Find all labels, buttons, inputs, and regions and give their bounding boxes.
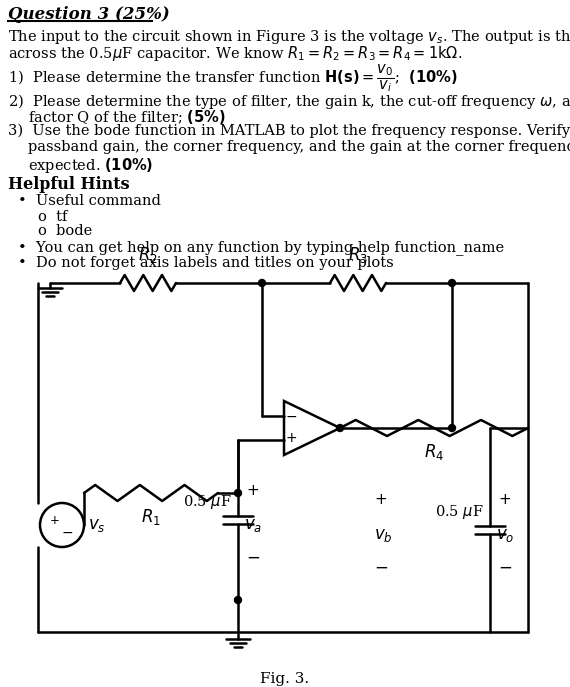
Text: $R_2$: $R_2$ — [138, 245, 158, 265]
Text: $v_o$: $v_o$ — [496, 526, 514, 543]
Text: •  Useful command: • Useful command — [18, 194, 161, 208]
Text: $R_4$: $R_4$ — [424, 442, 444, 462]
Text: +: + — [285, 431, 297, 445]
Text: 0.5 $\mu$F: 0.5 $\mu$F — [435, 503, 484, 521]
Text: $v_a$: $v_a$ — [244, 517, 262, 534]
Text: Fig. 3.: Fig. 3. — [260, 672, 310, 686]
Text: $R_3$: $R_3$ — [348, 245, 368, 265]
Circle shape — [336, 425, 344, 431]
Text: o  bode: o bode — [38, 224, 92, 238]
Text: $R_1$: $R_1$ — [141, 507, 161, 527]
Text: The input to the circuit shown in Figure 3 is the voltage $v_s$. The output is t: The input to the circuit shown in Figure… — [8, 28, 570, 46]
Text: •  Do not forget axis labels and titles on your plots: • Do not forget axis labels and titles o… — [18, 256, 394, 270]
Text: Question 3 (25%): Question 3 (25%) — [8, 6, 170, 23]
Text: 2)  Please determine the type of filter, the gain k, the cut-off frequency $\ome: 2) Please determine the type of filter, … — [8, 92, 570, 111]
Text: o  tf: o tf — [38, 210, 67, 224]
Text: expected. $\mathbf{(10\%)}$: expected. $\mathbf{(10\%)}$ — [28, 156, 153, 175]
Text: factor Q of the filter; $\mathbf{(5\%)}$: factor Q of the filter; $\mathbf{(5\%)}$ — [28, 108, 226, 126]
Text: 3)  Use the bode function in MATLAB to plot the frequency response. Verify that : 3) Use the bode function in MATLAB to pl… — [8, 124, 570, 138]
Text: −: − — [246, 549, 260, 567]
Text: Helpful Hints: Helpful Hints — [8, 176, 129, 193]
Text: −: − — [374, 559, 388, 577]
Text: +: + — [498, 493, 511, 508]
Text: •  You can get help on any function by typing help function_name: • You can get help on any function by ty… — [18, 240, 504, 255]
Circle shape — [449, 425, 455, 431]
Text: $v_s$: $v_s$ — [88, 517, 105, 534]
Text: −: − — [498, 559, 512, 577]
Circle shape — [234, 490, 242, 497]
Text: −: − — [61, 526, 73, 540]
Text: +: + — [246, 482, 259, 497]
Text: +: + — [374, 493, 387, 508]
Text: +: + — [50, 515, 60, 528]
Text: across the 0.5$\mu$F capacitor. We know $R_1 = R_2 = R_3 = R_4 = 1\mathrm{k}\Ome: across the 0.5$\mu$F capacitor. We know … — [8, 44, 462, 63]
Circle shape — [234, 596, 242, 603]
Circle shape — [259, 280, 266, 286]
Circle shape — [449, 280, 455, 286]
Text: passband gain, the corner frequency, and the gain at the corner frequency (Q) ar: passband gain, the corner frequency, and… — [28, 140, 570, 155]
Text: $v_b$: $v_b$ — [374, 526, 393, 543]
Text: 1)  Please determine the transfer function $\mathbf{H(s)} = \dfrac{v_0}{v_i}$;  : 1) Please determine the transfer functio… — [8, 62, 458, 94]
Text: 0.5 $\mu$F: 0.5 $\mu$F — [184, 493, 232, 511]
Text: −: − — [285, 410, 297, 424]
